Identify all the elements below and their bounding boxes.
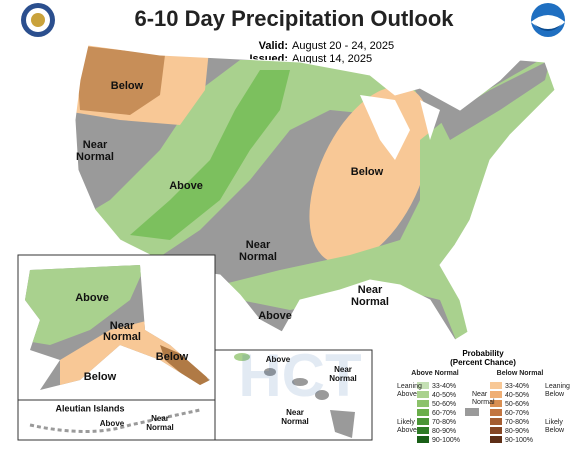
legend-header: Above Normal (411, 370, 459, 377)
legend-swatch (417, 409, 429, 416)
region-label: Near (334, 365, 352, 374)
legend-swatch (490, 409, 502, 416)
legend-range: 50-60% (432, 401, 456, 408)
legend-swatch (417, 391, 429, 398)
legend-range: 33-40% (432, 383, 456, 390)
region-label: Normal (76, 151, 114, 163)
region-label: Below (156, 351, 189, 363)
legend-swatch (417, 382, 429, 389)
region-label: Below (111, 80, 144, 92)
legend-range: 60-70% (505, 410, 529, 417)
legend-note: Likely (545, 419, 563, 426)
legend-swatch (417, 427, 429, 434)
issued-date: August 14, 2025 (292, 53, 372, 65)
region-label: Normal (239, 251, 277, 263)
region-label: Above (100, 419, 125, 428)
legend-note: Leaning (397, 383, 422, 390)
aleutian-inset (17, 399, 216, 441)
region-label: Near (110, 320, 135, 332)
region-label: Near (151, 414, 169, 423)
legend-range: 50-60% (505, 401, 529, 408)
region-label: Above (169, 180, 203, 192)
region-label: Near (286, 408, 304, 417)
legend-range: 40-50% (505, 392, 529, 399)
great-lakes (360, 95, 440, 160)
legend-range: 90-100% (432, 437, 460, 444)
region-label: Normal (329, 374, 357, 383)
legend-note: Leaning (545, 383, 570, 390)
legend-note: Likely (397, 419, 415, 426)
legend-range: 90-100% (505, 437, 533, 444)
legend-range: 70-80% (505, 419, 529, 426)
region-label: Normal (146, 423, 174, 432)
region-label: Above (258, 310, 292, 322)
legend-swatch (490, 391, 502, 398)
region-label: Near (358, 284, 383, 296)
legend-range: 80-90% (505, 428, 529, 435)
legend-header: Near (472, 391, 488, 398)
legend-header: Below Normal (497, 370, 544, 377)
legend: Probability(Percent Chance) Above Normal B… (411, 349, 543, 444)
aleutian-islands (29, 408, 201, 433)
legend-range: 33-40% (505, 383, 529, 390)
legend-swatch (490, 418, 502, 425)
legend-swatch (490, 382, 502, 389)
hawaii-islands (234, 353, 355, 438)
legend-swatch (417, 418, 429, 425)
region-label: Near (246, 239, 271, 251)
region-label: Near (83, 139, 108, 151)
region-label: Normal (281, 417, 309, 426)
legend-subtitle: (Percent Chance) (450, 358, 516, 367)
watermark: HCT (238, 342, 361, 409)
region-label: Normal (351, 296, 389, 308)
legend-range: 80-90% (432, 428, 456, 435)
legend-header: Normal (472, 399, 495, 406)
legend-note: Below (545, 391, 565, 398)
legend-swatch (490, 427, 502, 434)
region-label: Below (84, 371, 117, 383)
region-label: Below (351, 166, 384, 178)
legend-note: Above (397, 391, 417, 398)
valid-dates: August 20 - 24, 2025 (292, 40, 394, 52)
legend-note: Below (545, 427, 565, 434)
legend-title: Probability (462, 349, 504, 358)
legend-swatch (417, 400, 429, 407)
legend-range: 60-70% (432, 410, 456, 417)
region-label: Above (266, 355, 291, 364)
region-label: Above (75, 292, 109, 304)
legend-swatch (465, 408, 479, 416)
title: 6-10 Day Precipitation Outlook (134, 6, 454, 31)
doc-logo (21, 3, 55, 37)
aleutian-title: Aleutian Islands (55, 403, 124, 413)
legend-swatch (490, 400, 502, 407)
legend-swatch (417, 436, 429, 443)
legend-note: Above (397, 427, 417, 434)
region-label: Normal (103, 331, 141, 343)
legend-swatch (490, 436, 502, 443)
noaa-logo (531, 3, 565, 37)
legend-range: 40-50% (432, 392, 456, 399)
legend-range: 70-80% (432, 419, 456, 426)
valid-label: Valid: (259, 40, 288, 52)
